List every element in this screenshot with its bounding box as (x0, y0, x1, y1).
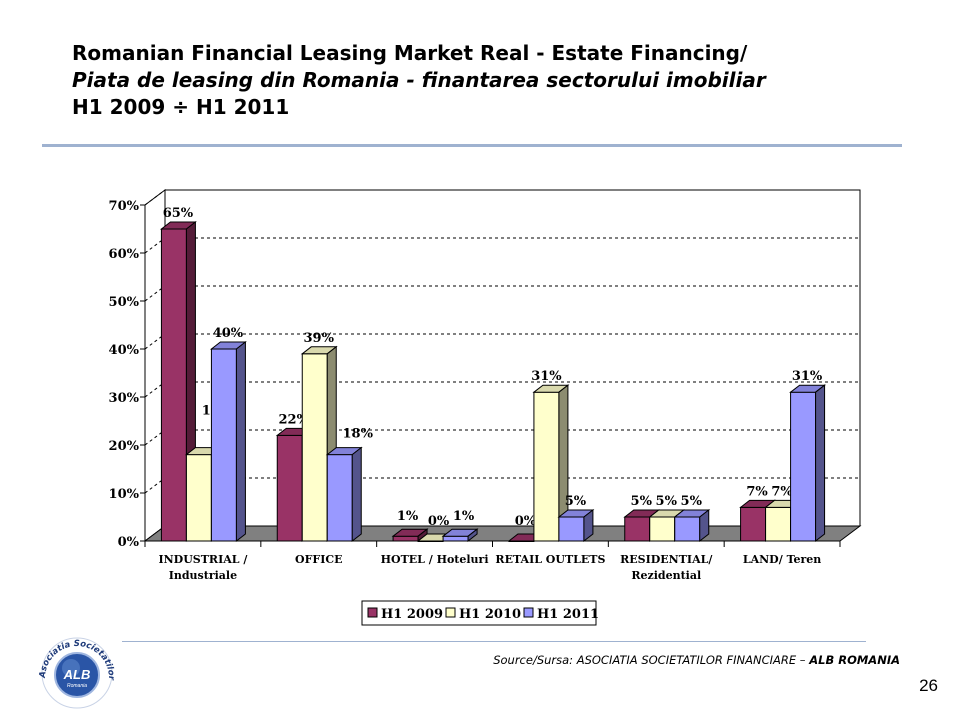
legend-label: H1 2011 (537, 607, 599, 622)
bar-side (583, 508, 594, 543)
bar-front (301, 353, 328, 542)
x-category-label: HOTEL / Hoteluri (381, 553, 489, 566)
data-label: 5% (565, 494, 587, 509)
y-tick-label: 40% (109, 343, 140, 358)
y-tick-label: 30% (109, 391, 140, 406)
bar-h1-2011 (557, 508, 595, 543)
data-label: 0% (428, 514, 450, 529)
bar-front (326, 454, 353, 542)
source-bold: ALB ROMANIA (809, 653, 900, 667)
legend-swatch (523, 607, 534, 618)
bar-front (210, 348, 237, 542)
bar-h1-2009 (391, 528, 429, 543)
data-label: 7% (746, 484, 768, 499)
title-divider (42, 144, 902, 147)
bar-h1-2011 (325, 446, 363, 543)
data-label: 18% (343, 427, 374, 442)
x-category-label: INDUSTRIAL / (158, 553, 248, 566)
title-line-1: Romanian Financial Leasing Market Real -… (72, 41, 748, 65)
bar-h1-2010 (532, 384, 570, 543)
data-label: 65% (163, 206, 194, 221)
legend-box (361, 600, 597, 626)
bar-front (276, 434, 303, 542)
source-prefix: Source/Sursa: ASOCIATIA SOCIETATILOR FIN… (493, 653, 810, 667)
legend-swatch (367, 607, 378, 618)
bar-front (674, 516, 701, 542)
logo-sub-text: Romania (67, 683, 87, 689)
title-line-3: H1 2009 ÷ H1 2011 (72, 95, 290, 119)
y-tick-label: 50% (109, 295, 140, 310)
gridline-side (144, 189, 166, 206)
data-label: 7% (771, 484, 793, 499)
legend-swatch (445, 607, 456, 618)
y-tick-label: 60% (109, 247, 140, 262)
data-label: 40% (213, 326, 244, 341)
back-wall (164, 189, 861, 527)
x-category-label: Rezidential (631, 569, 701, 582)
bar-front (765, 506, 792, 542)
page-number: 26 (919, 676, 938, 695)
y-tick-label: 20% (109, 439, 140, 454)
data-label: 5% (681, 494, 703, 509)
title-line-2: Piata de leasing din Romania - finantare… (72, 68, 766, 92)
x-category-label: LAND/ Teren (743, 553, 821, 566)
x-category-label: Industriale (169, 569, 237, 582)
data-label: 0% (515, 514, 537, 529)
bar-h1-2011 (441, 528, 479, 543)
slide-title: Romanian Financial Leasing Market Real -… (72, 40, 912, 121)
bar-front (160, 228, 187, 542)
logo-center-text: ALB (63, 667, 91, 682)
bar-front (392, 535, 419, 542)
bar-front (442, 535, 469, 542)
bar-front (624, 516, 651, 542)
data-label: 5% (656, 494, 678, 509)
bar-front (185, 454, 212, 542)
data-label: 1% (453, 509, 475, 524)
bar-h1-2011 (209, 340, 247, 543)
y-tick-label: 0% (118, 535, 140, 550)
legend-label: H1 2009 (381, 607, 443, 622)
bar-front (740, 506, 767, 542)
bar-h1-2011 (673, 508, 711, 543)
data-label: 39% (304, 331, 335, 346)
legend-label: H1 2010 (459, 607, 521, 622)
x-category-label: OFFICE (295, 553, 343, 566)
data-label: 31% (792, 369, 823, 384)
alb-logo-icon: Asociatia Societatilor Financiare ALB Ro… (34, 628, 116, 709)
bar-front (558, 516, 585, 542)
x-category-label: RESIDENTIAL/ (620, 553, 713, 566)
bar-side (699, 508, 710, 543)
source-note: Source/Sursa: ASOCIATIA SOCIETATILOR FIN… (410, 653, 900, 667)
x-category-label: RETAIL OUTLETS (495, 553, 605, 566)
bar-side (235, 340, 246, 543)
data-label: 31% (531, 369, 562, 384)
data-label: 1% (397, 509, 419, 524)
bar-front (790, 391, 817, 542)
bar-front (649, 516, 676, 542)
y-tick-label: 10% (109, 487, 140, 502)
bar-side (467, 528, 478, 543)
bar-side (351, 446, 362, 543)
y-tick-label: 70% (109, 199, 140, 214)
bar-front (533, 391, 560, 542)
bar-side (815, 384, 826, 543)
data-label: 5% (631, 494, 653, 509)
footer-divider (122, 641, 866, 642)
bar-h1-2011 (789, 384, 827, 543)
